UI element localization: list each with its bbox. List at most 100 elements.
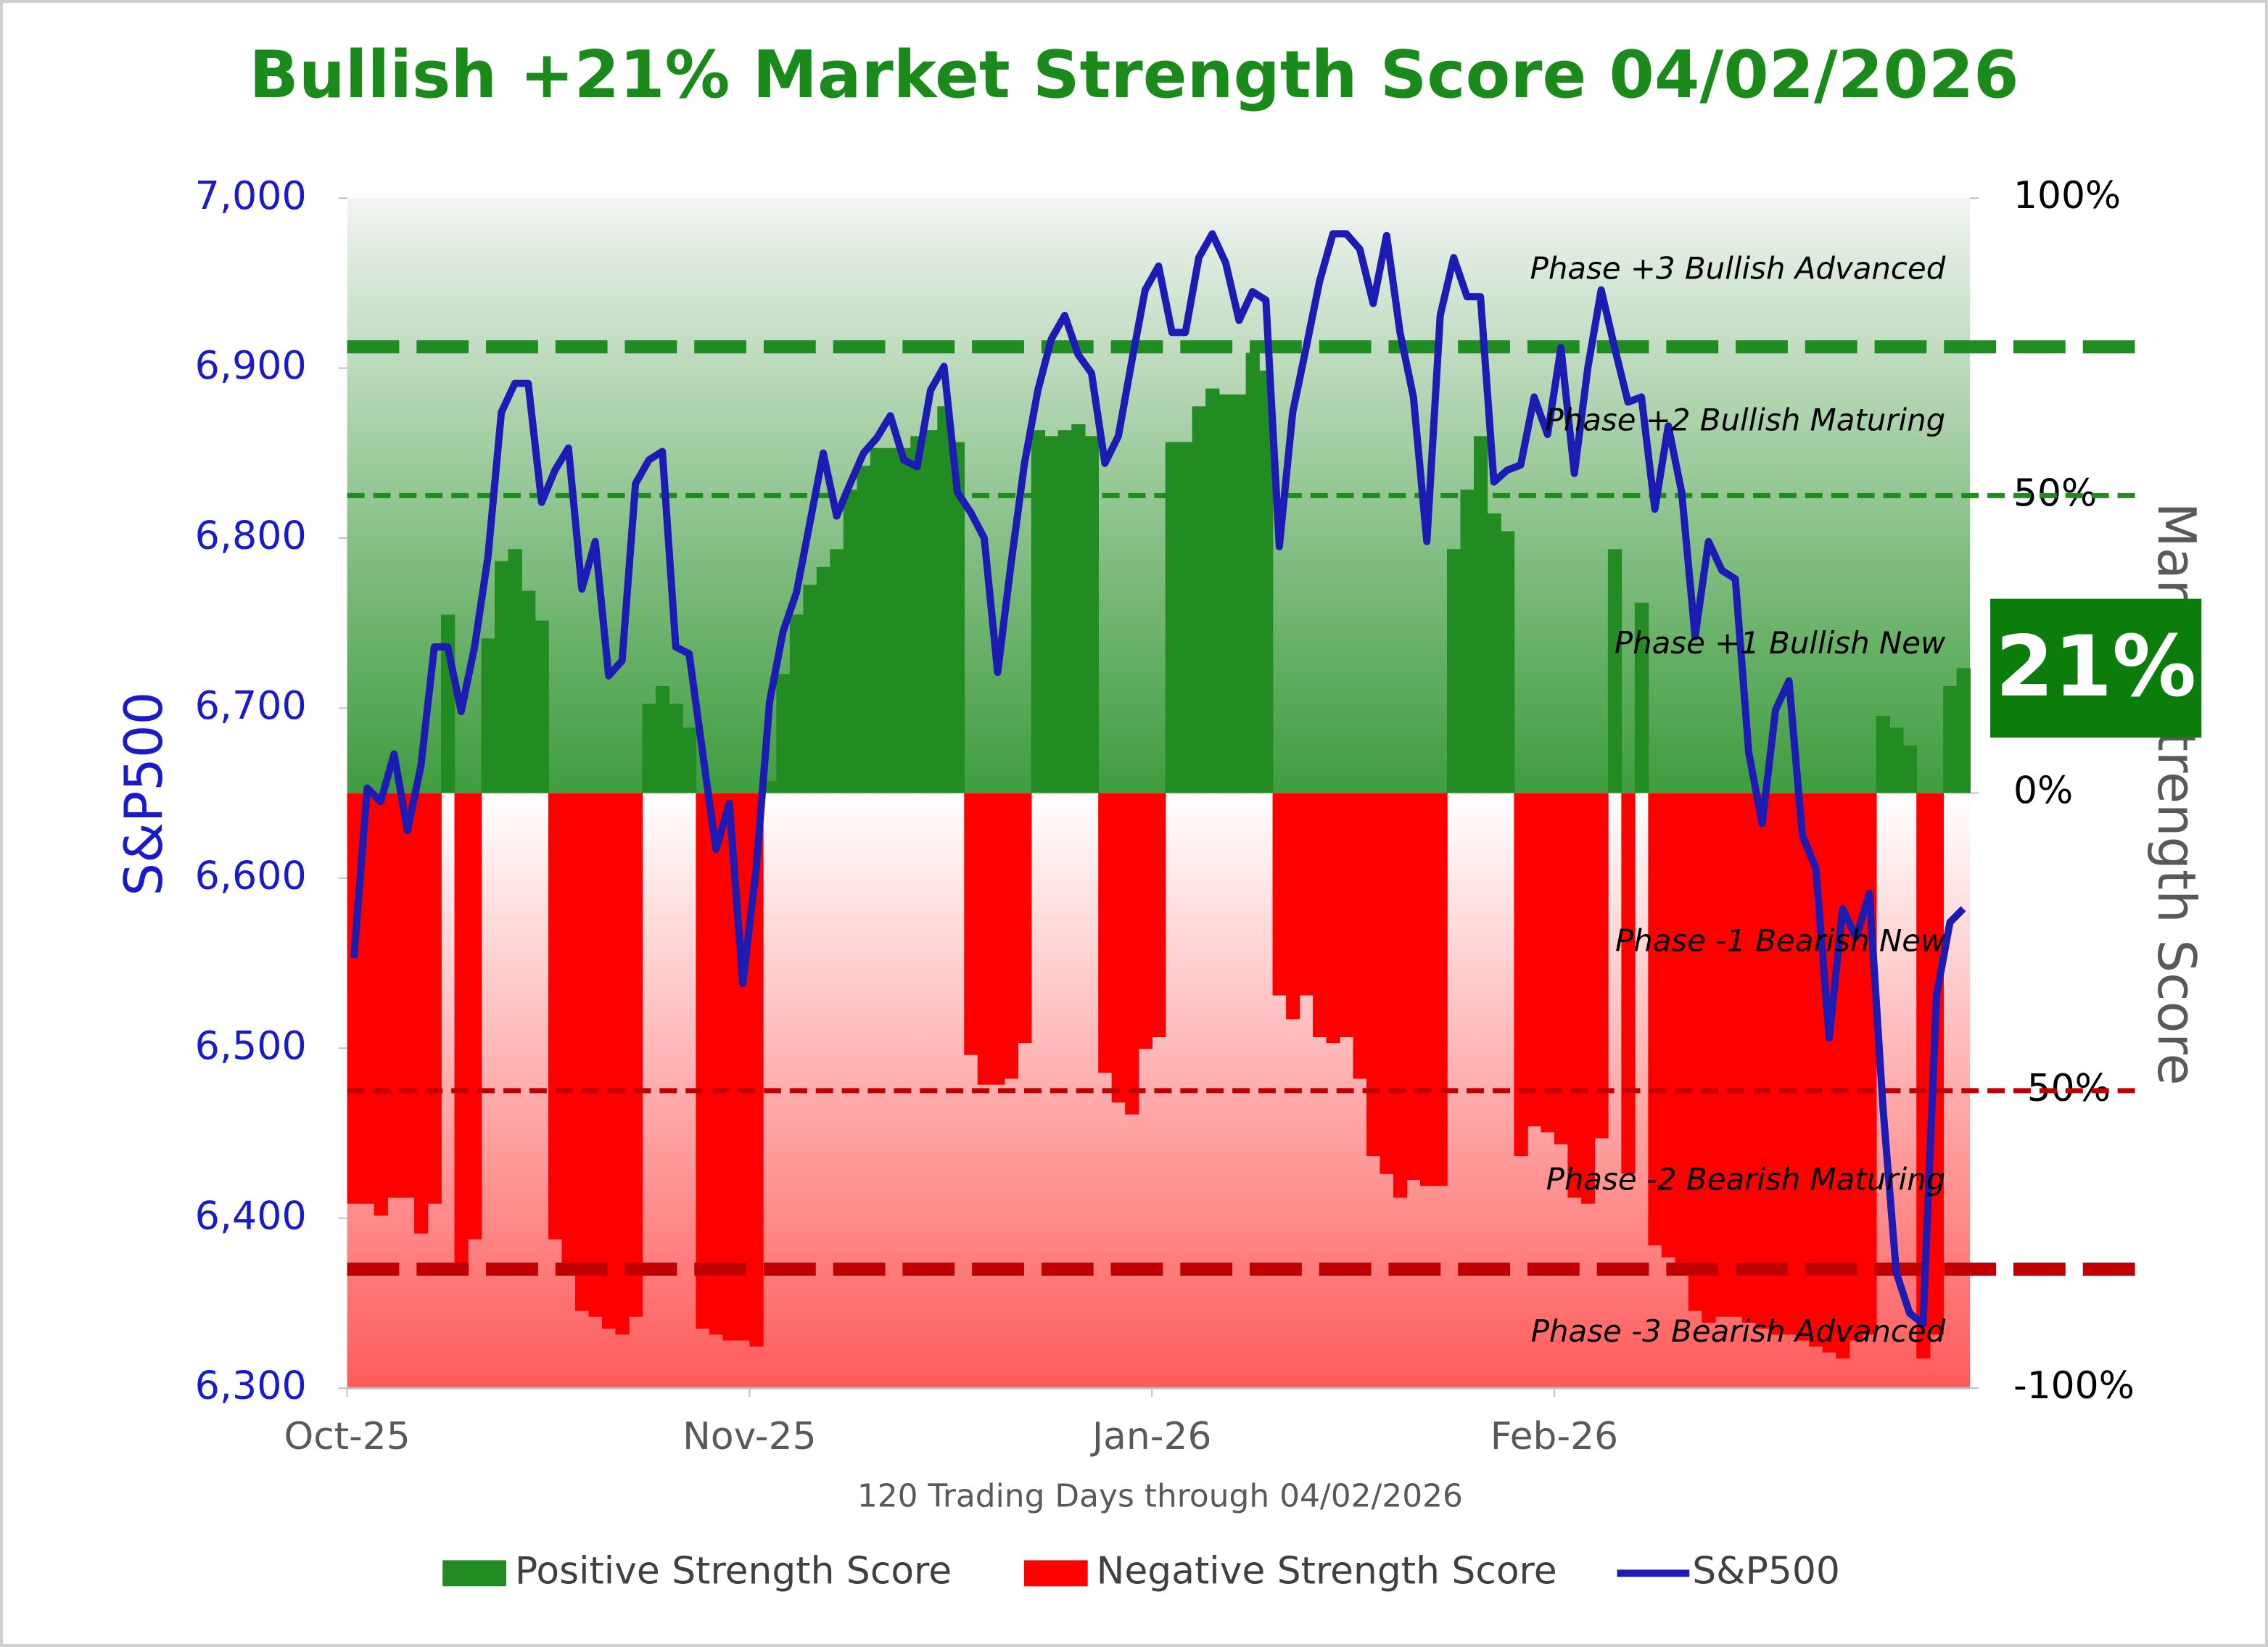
y-tick-label: 6,800 — [195, 513, 307, 558]
bar — [1876, 715, 1891, 793]
bar — [588, 793, 603, 1317]
bar — [910, 436, 925, 793]
bar — [1179, 442, 1193, 793]
bar — [414, 793, 429, 1234]
legend-label: Negative Strength Score — [1097, 1549, 1557, 1593]
badge-label: 21% — [1995, 619, 2196, 716]
bar — [896, 447, 912, 793]
bar — [1822, 793, 1837, 1353]
bar — [1889, 727, 1904, 793]
bar — [481, 638, 495, 793]
bar — [1956, 668, 1971, 793]
bar — [870, 447, 885, 793]
phase-label: Phase -3 Bearish Advanced — [1531, 1313, 1946, 1349]
bar — [427, 793, 442, 1204]
bar — [1272, 793, 1287, 996]
bar — [977, 793, 992, 1085]
bar — [1621, 793, 1636, 1174]
bar — [1446, 549, 1461, 793]
bar — [535, 620, 549, 793]
y2-axis-label: Market Strength Score — [2146, 503, 2207, 1086]
phase-label: Phase +1 Bullish New — [1615, 625, 1946, 661]
bar — [1527, 793, 1542, 1127]
bar — [1393, 793, 1408, 1198]
bar — [1741, 793, 1757, 1323]
x-tick-label: Jan-26 — [1090, 1415, 1212, 1458]
bar — [1541, 793, 1555, 1133]
bar — [749, 793, 764, 1347]
bar — [803, 585, 817, 793]
bar — [1205, 388, 1220, 793]
y-tick-label: 6,400 — [195, 1192, 307, 1238]
bar — [561, 793, 576, 1270]
bar — [642, 703, 656, 793]
legend-swatch — [442, 1560, 506, 1587]
bar — [655, 685, 670, 793]
bar — [1902, 745, 1918, 793]
bar — [1192, 406, 1206, 793]
bar — [1661, 793, 1676, 1258]
bar — [1782, 793, 1797, 1335]
bar — [1768, 793, 1784, 1335]
bar — [1594, 793, 1609, 1139]
y-axis-label: S&P500 — [113, 692, 174, 896]
bar — [1580, 793, 1596, 1204]
bar — [1018, 793, 1032, 1044]
y2-tick-label: 100% — [2013, 174, 2121, 218]
bar — [1849, 793, 1864, 1341]
bar — [1460, 490, 1475, 793]
bar — [1084, 436, 1099, 793]
bar — [1487, 513, 1501, 793]
bar — [1286, 793, 1300, 1020]
bar — [1326, 793, 1340, 1044]
bar — [1473, 436, 1488, 793]
bar — [1500, 531, 1515, 793]
bar — [1607, 549, 1622, 793]
bar — [669, 703, 683, 793]
legend-label: S&P500 — [1692, 1549, 1840, 1593]
bar — [950, 442, 965, 793]
bar — [843, 490, 858, 793]
bar — [883, 447, 898, 793]
bar — [1366, 793, 1381, 1157]
bar — [709, 793, 724, 1335]
bar — [1125, 793, 1139, 1115]
bar — [441, 614, 455, 793]
bar — [508, 549, 522, 793]
bar — [1406, 793, 1421, 1180]
legend-swatch — [1023, 1560, 1088, 1587]
bar — [1218, 394, 1233, 793]
bar — [1688, 793, 1703, 1311]
legend-label: Positive Strength Score — [515, 1549, 952, 1593]
bar — [574, 793, 590, 1311]
bar — [1715, 793, 1730, 1317]
bar — [1057, 430, 1073, 793]
bar — [495, 561, 509, 793]
phase-label: Phase -1 Bearish New — [1615, 922, 1946, 958]
bar — [1728, 793, 1743, 1317]
bar — [521, 590, 536, 793]
bar — [1138, 793, 1152, 1049]
x-tick-label: Feb-26 — [1490, 1415, 1618, 1458]
bar — [1863, 793, 1877, 1335]
bar — [964, 793, 978, 1055]
bar — [1071, 424, 1086, 793]
bar — [789, 614, 804, 793]
y2-tick-label: -100% — [2013, 1364, 2135, 1408]
x-axis-label: 120 Trading Days through 04/02/2026 — [857, 1478, 1463, 1515]
y-tick-label: 6,600 — [195, 852, 307, 898]
bar — [1634, 603, 1649, 793]
phase-label: Phase +3 Bullish Advanced — [1530, 250, 1946, 286]
bar — [1420, 793, 1435, 1186]
bar — [923, 430, 939, 793]
bar — [1795, 793, 1810, 1341]
bar — [1340, 793, 1354, 1038]
y2-tick-label: 0% — [2013, 769, 2073, 813]
bar — [601, 793, 617, 1329]
x-tick-label: Nov-25 — [683, 1415, 816, 1458]
bar — [937, 406, 952, 793]
bar — [1111, 793, 1126, 1103]
y-tick-label: 7,000 — [195, 173, 307, 218]
